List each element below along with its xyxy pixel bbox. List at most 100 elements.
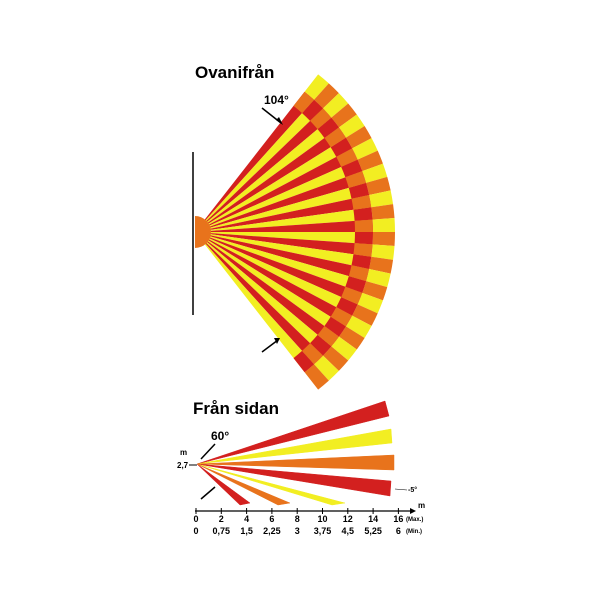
fan-mid-segment: [293, 350, 315, 373]
arrow: [261, 339, 279, 353]
fan-mid-segment: [293, 91, 315, 114]
min-tick-label: 6: [396, 526, 401, 536]
fan-mid-segment: [317, 326, 340, 347]
side-beam: [196, 463, 251, 506]
fan-mid-segment: [336, 148, 358, 167]
fan-wedge: [195, 137, 353, 232]
fan-wedge: [195, 232, 324, 365]
fan-wedge: [195, 232, 367, 293]
fan-mid-segment: [354, 219, 373, 232]
max-tick-label: 2: [219, 514, 224, 524]
min-tick-label: 0,75: [213, 526, 231, 536]
fan-mid-segment: [324, 316, 346, 337]
fan-outer-segment: [369, 190, 394, 208]
tilt-label: -5°: [408, 486, 417, 494]
max-tick-label: 0: [193, 514, 198, 524]
fan-mid-segment: [317, 117, 340, 138]
fan-mid-segment: [351, 254, 372, 270]
arrow-head: [276, 117, 283, 125]
fan-wedge: [195, 219, 373, 232]
arrow-head: [274, 338, 280, 344]
fan-wedge: [195, 99, 324, 233]
fan-mid-segment: [341, 159, 363, 178]
fan-wedge: [195, 232, 315, 373]
fan-wedge: [195, 232, 358, 316]
fan-mid-segment: [348, 182, 370, 199]
fan-outer-segment: [314, 355, 339, 381]
side-beam: [196, 463, 392, 497]
fan-mid-segment: [330, 307, 353, 327]
fan-mid-segment: [351, 194, 372, 210]
side-view-beams: [196, 400, 395, 506]
max-tick-label: 14: [368, 514, 378, 524]
fan-outer-segment: [366, 176, 391, 195]
height-label: 2,7: [177, 461, 189, 470]
fan-outer-segment: [339, 326, 365, 350]
fan-wedge: [195, 194, 372, 232]
fan-wedge: [195, 159, 363, 232]
fan-mid-segment: [354, 232, 373, 245]
min-tick-label: 2,25: [263, 526, 281, 536]
min-label: (Min.): [406, 529, 422, 535]
fan-outer-segment: [314, 83, 339, 109]
top-angle-label: 104°: [264, 93, 289, 107]
fan-mid-segment: [336, 297, 358, 316]
min-tick-label: 1,5: [240, 526, 253, 536]
fan-wedge: [195, 207, 373, 232]
fan-mid-segment: [310, 108, 332, 130]
fan-wedge: [195, 232, 370, 282]
side-beam: [196, 454, 395, 471]
min-tick-label: 5,25: [364, 526, 382, 536]
min-tick-label: 0: [193, 526, 198, 536]
fan-mid-segment: [330, 137, 353, 157]
fan-wedge: [195, 171, 367, 232]
fan-mid-segment: [345, 276, 367, 293]
fan-outer-segment: [331, 336, 357, 361]
fan-outer-segment: [362, 163, 388, 183]
fan-mid-segment: [353, 207, 373, 221]
fan-wedge: [195, 91, 315, 232]
fan-mid-segment: [302, 343, 324, 365]
fan-outer-segment: [339, 114, 365, 138]
fan-outer-segment: [371, 244, 395, 260]
fan-wedge: [195, 232, 373, 245]
side-angle-label: 60°: [211, 429, 229, 443]
fan-wedge: [195, 232, 332, 356]
height-unit: m: [180, 448, 187, 457]
fan-outer-segment: [357, 150, 383, 172]
fan-wedge: [195, 232, 346, 337]
top-view-fan: [195, 74, 395, 390]
side-beam: [196, 428, 393, 465]
fan-outer-segment: [323, 346, 349, 371]
side-beam: [196, 400, 390, 465]
side-beam: [196, 463, 346, 506]
side-beam: [196, 463, 291, 506]
max-tick-label: 10: [317, 514, 327, 524]
max-tick-label: 4: [244, 514, 249, 524]
arrow: [200, 486, 216, 500]
fan-mid-segment: [341, 286, 363, 305]
max-tick-label: 6: [269, 514, 274, 524]
fan-outer-segment: [331, 103, 357, 128]
fan-outer-segment: [304, 74, 329, 100]
fan-outer-segment: [345, 126, 372, 149]
arrow: [200, 443, 216, 460]
min-tick-label: 3: [295, 526, 300, 536]
fan-wedge: [195, 232, 363, 305]
fan-outer-segment: [371, 204, 395, 220]
fan-wedge: [195, 232, 372, 270]
top-view-title: Ovanifrån: [195, 63, 274, 82]
fan-wedge: [195, 148, 358, 232]
min-tick-label: 3,75: [314, 526, 332, 536]
fan-outer-segment: [366, 269, 391, 288]
fan-mid-segment: [353, 243, 373, 257]
fan-wedge: [195, 108, 332, 232]
fan-mid-segment: [302, 99, 324, 121]
fan-outer-segment: [369, 256, 394, 274]
fan-wedge: [195, 127, 346, 232]
fan-mid-segment: [348, 265, 370, 282]
fan-wedge: [195, 182, 370, 232]
max-tick-label: 8: [295, 514, 300, 524]
min-tick-label: 4,5: [342, 526, 355, 536]
